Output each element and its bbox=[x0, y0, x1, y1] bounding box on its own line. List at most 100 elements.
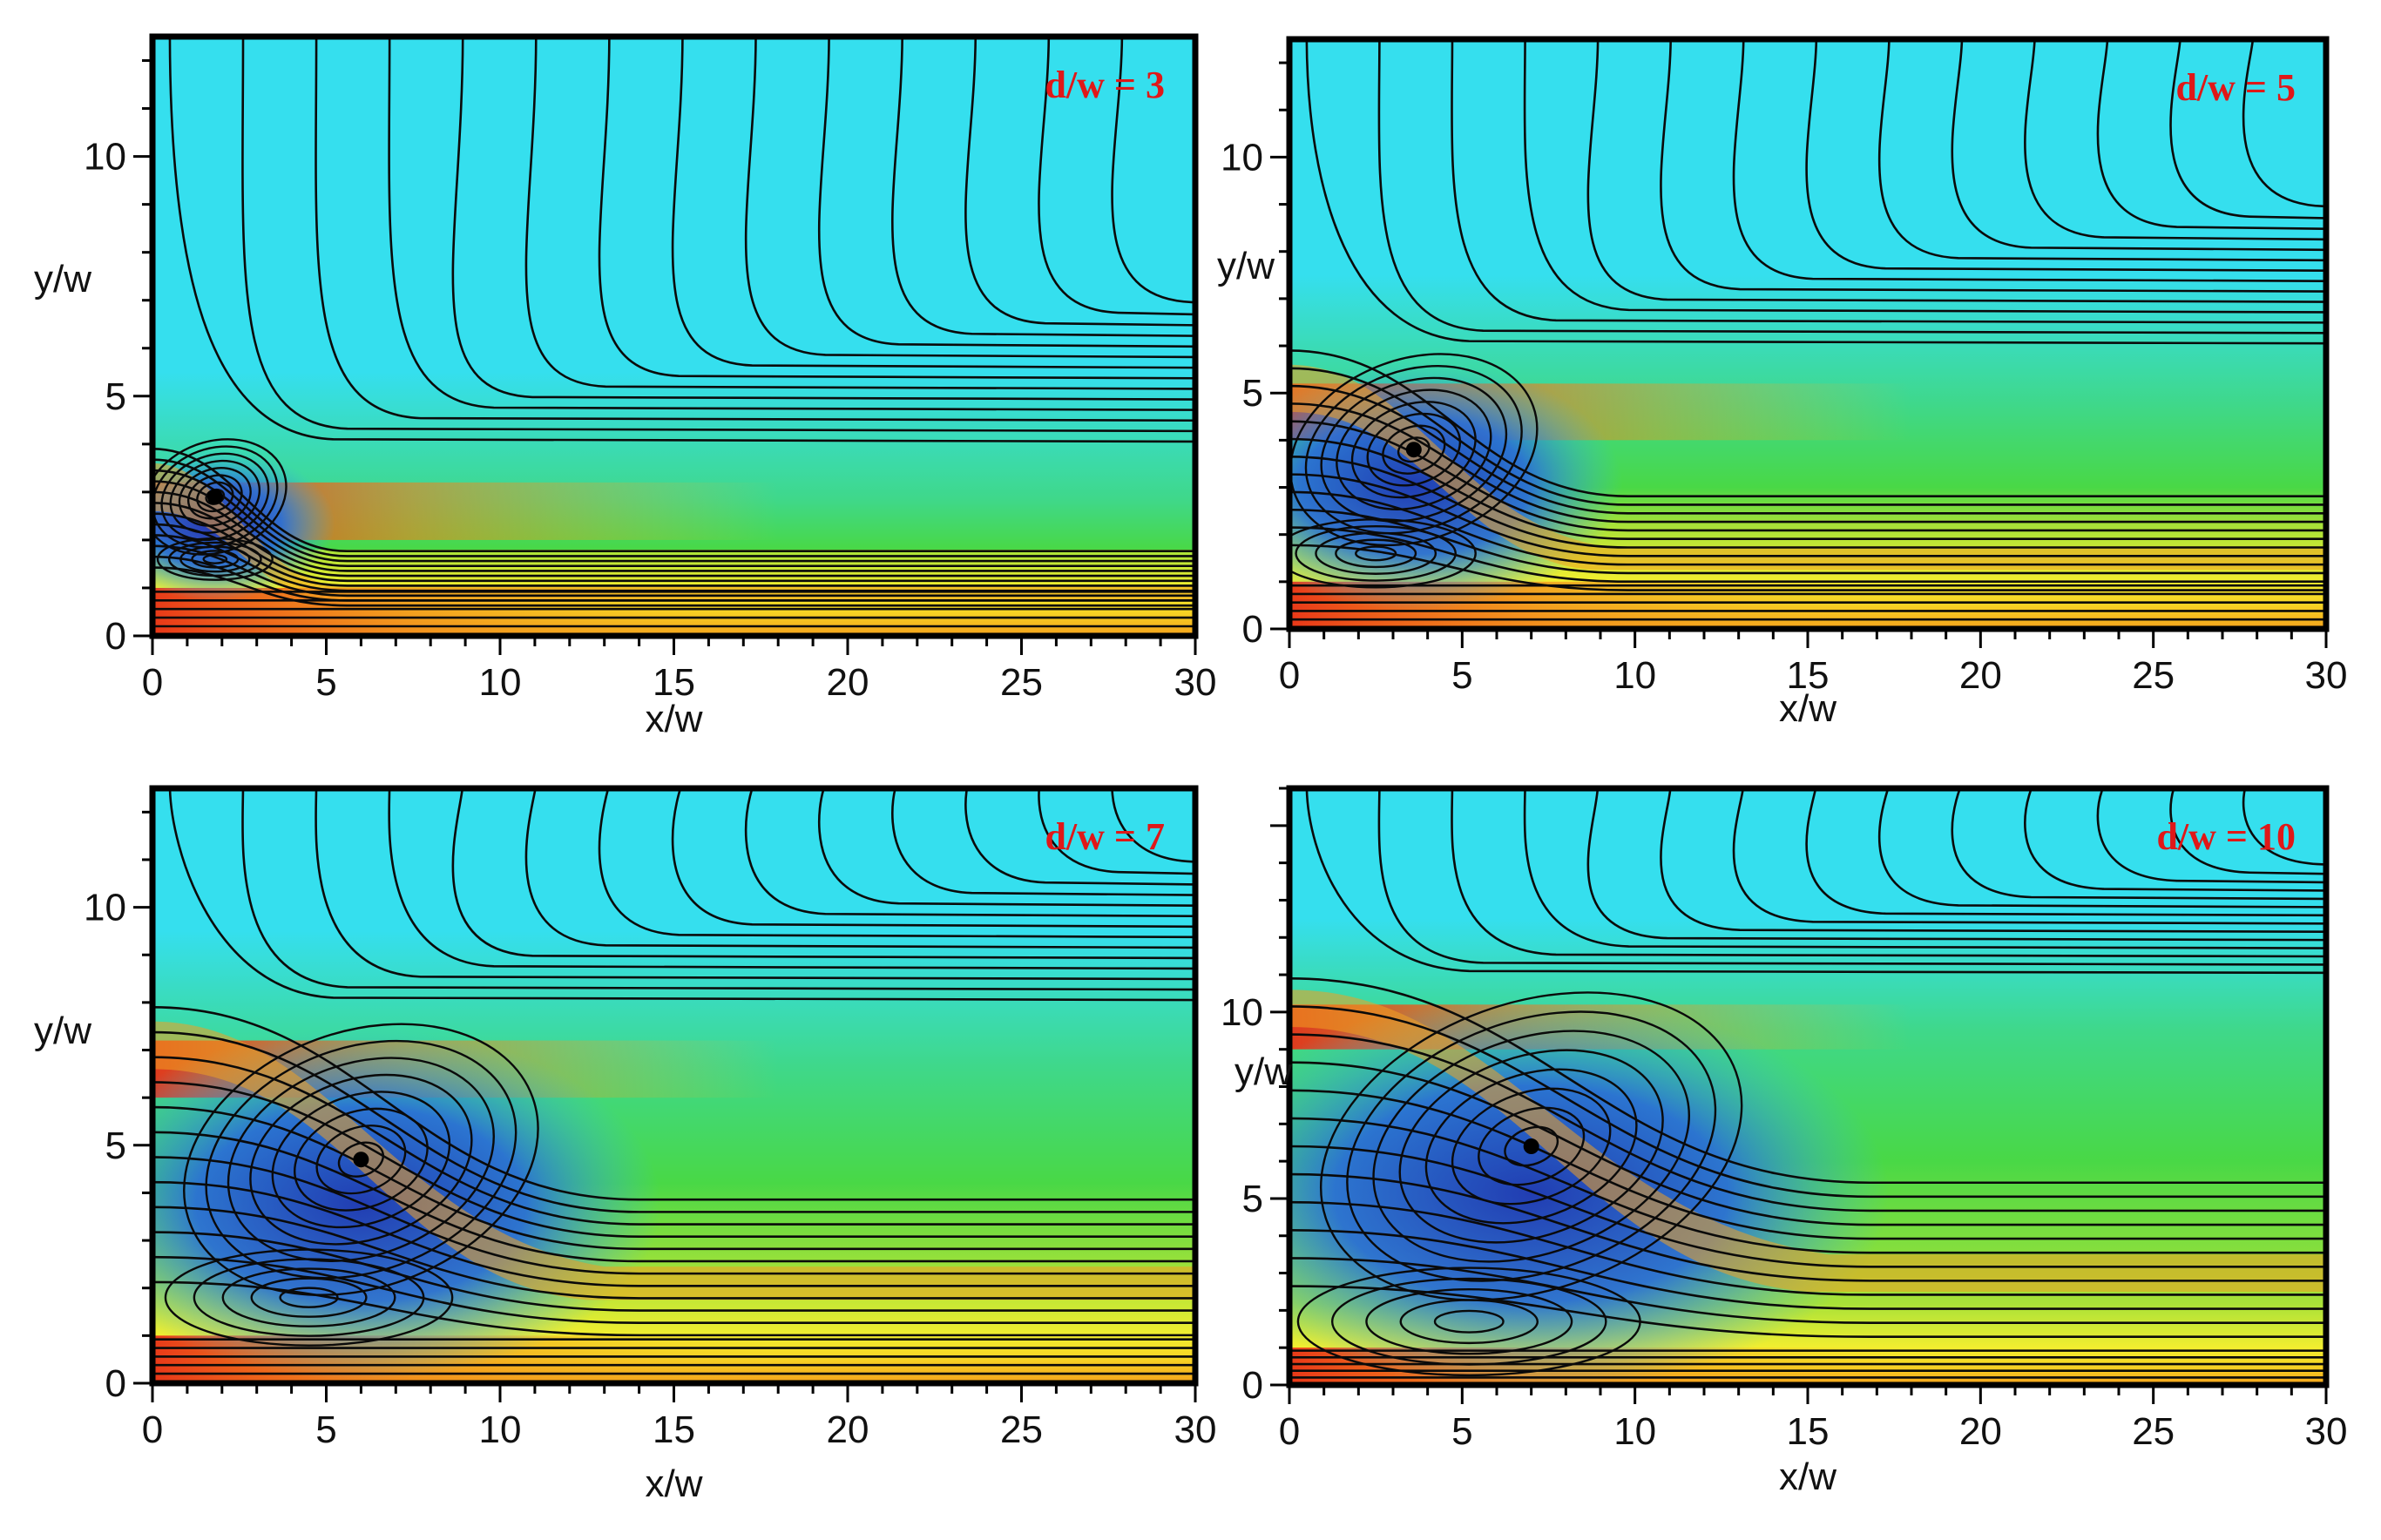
streamline bbox=[168, 788, 1195, 1002]
streamline bbox=[1305, 39, 2326, 345]
streamlines bbox=[1289, 39, 2326, 621]
x-tick-label: 15 bbox=[653, 661, 695, 704]
y-tick-label: 5 bbox=[1242, 372, 1263, 415]
y-axis-label: y/w bbox=[1217, 245, 1275, 287]
y-axis-ticks bbox=[133, 59, 152, 638]
streamlines bbox=[1289, 788, 2326, 1379]
streamline bbox=[1289, 456, 2326, 549]
y-axis-label: y/w bbox=[34, 1010, 91, 1052]
streamline bbox=[964, 37, 1195, 327]
streamline bbox=[671, 37, 1195, 369]
primary-vortex bbox=[183, 1023, 539, 1296]
panel-3: 0 5 10 15 20 25 30 0 5 10 x/w y/w d/w = 7 bbox=[34, 785, 1216, 1505]
flow-field bbox=[152, 37, 1195, 636]
streamline bbox=[524, 788, 1195, 949]
streamline bbox=[1732, 788, 2326, 925]
streamline bbox=[1289, 1257, 2326, 1324]
streamline bbox=[152, 1180, 1195, 1287]
streamline bbox=[1289, 1033, 2326, 1212]
streamline bbox=[891, 788, 1195, 896]
streamline bbox=[1660, 788, 2326, 934]
streamline bbox=[2242, 39, 2326, 208]
streamline bbox=[1289, 490, 2326, 566]
streamline bbox=[315, 37, 1195, 422]
streamline bbox=[818, 788, 1195, 907]
streamline bbox=[152, 1280, 1195, 1337]
streamline bbox=[744, 788, 1195, 918]
streamline bbox=[1660, 39, 2326, 293]
secondary-vortex bbox=[1289, 518, 1477, 589]
panel-annotation: d/w = 7 bbox=[1045, 815, 1165, 858]
x-axis-ticks bbox=[1288, 1385, 2328, 1404]
streamline bbox=[241, 788, 1195, 991]
y-tick-label: 0 bbox=[1242, 1364, 1263, 1407]
streamline bbox=[1289, 1061, 2326, 1226]
y-axis-ticks bbox=[133, 810, 152, 1385]
x-tick-label: 15 bbox=[1787, 1410, 1830, 1453]
flow-field bbox=[152, 788, 1195, 1383]
streamline bbox=[1586, 788, 2326, 942]
x-axis-ticks bbox=[1288, 629, 2328, 648]
streamline bbox=[152, 1030, 1195, 1213]
x-tick-label: 0 bbox=[1279, 654, 1300, 697]
secondary-vortex bbox=[156, 537, 274, 581]
x-tick-label: 10 bbox=[479, 1408, 522, 1451]
streamline bbox=[1377, 39, 2326, 334]
streamline bbox=[388, 788, 1195, 970]
flow-field bbox=[1289, 39, 2326, 629]
x-tick-label: 15 bbox=[1787, 654, 1830, 697]
y-tick-label: 5 bbox=[105, 375, 126, 418]
streamline bbox=[964, 788, 1195, 886]
y-tick-label: 10 bbox=[1221, 991, 1263, 1034]
streamline bbox=[1289, 420, 2326, 532]
streamline bbox=[1289, 349, 2326, 497]
y-tick-label: 0 bbox=[105, 1362, 126, 1405]
streamline bbox=[1289, 1089, 2326, 1240]
streamline bbox=[817, 37, 1195, 348]
streamline bbox=[891, 37, 1195, 337]
x-axis-label: x/w bbox=[1779, 687, 1836, 730]
flow-field bbox=[1289, 788, 2326, 1385]
streamline bbox=[1289, 402, 2326, 523]
x-tick-label: 0 bbox=[142, 1408, 163, 1451]
panel-annotation: d/w = 5 bbox=[2175, 66, 2296, 109]
panel-2: 0 5 10 15 20 25 30 0 5 10 x/w y/w d/w = 5 bbox=[1217, 36, 2347, 730]
streamline bbox=[152, 534, 1195, 592]
streamline bbox=[598, 37, 1195, 380]
x-axis-label: x/w bbox=[646, 1462, 703, 1505]
streamline bbox=[451, 788, 1195, 960]
streamline bbox=[2024, 39, 2326, 241]
streamline bbox=[1877, 788, 2326, 908]
streamline bbox=[315, 788, 1195, 981]
streamline bbox=[1289, 1200, 2326, 1296]
streamline bbox=[2169, 39, 2326, 220]
x-tick-label: 15 bbox=[653, 1408, 695, 1451]
x-tick-label: 30 bbox=[2305, 1410, 2348, 1453]
secondary-vortex bbox=[164, 1248, 454, 1347]
streamline bbox=[1289, 384, 2326, 515]
x-tick-label: 25 bbox=[1000, 661, 1043, 704]
x-tick-label: 5 bbox=[315, 661, 336, 704]
x-tick-label: 10 bbox=[1613, 654, 1656, 697]
streamline bbox=[744, 37, 1195, 359]
streamline bbox=[1805, 39, 2326, 273]
streamline bbox=[1111, 788, 1195, 863]
x-tick-label: 20 bbox=[827, 661, 869, 704]
streamline bbox=[1111, 37, 1195, 304]
y-tick-label: 0 bbox=[1242, 608, 1263, 651]
x-axis-label: x/w bbox=[646, 698, 703, 740]
y-axis-ticks bbox=[1270, 61, 1289, 631]
y-tick-label: 5 bbox=[1242, 1178, 1263, 1220]
y-tick-label: 5 bbox=[105, 1125, 126, 1167]
x-tick-label: 20 bbox=[1959, 1410, 2002, 1453]
streamline bbox=[1289, 473, 2326, 557]
x-axis-ticks bbox=[151, 636, 1197, 655]
streamline bbox=[152, 1006, 1195, 1201]
x-tick-label: 5 bbox=[1451, 654, 1472, 697]
x-axis-label: x/w bbox=[1779, 1456, 1836, 1498]
streamline bbox=[1289, 1229, 2326, 1310]
streamline bbox=[1289, 977, 2326, 1185]
streamline bbox=[1289, 508, 2326, 575]
streamline bbox=[1289, 1145, 2326, 1268]
y-axis-ticks bbox=[1270, 787, 1289, 1387]
